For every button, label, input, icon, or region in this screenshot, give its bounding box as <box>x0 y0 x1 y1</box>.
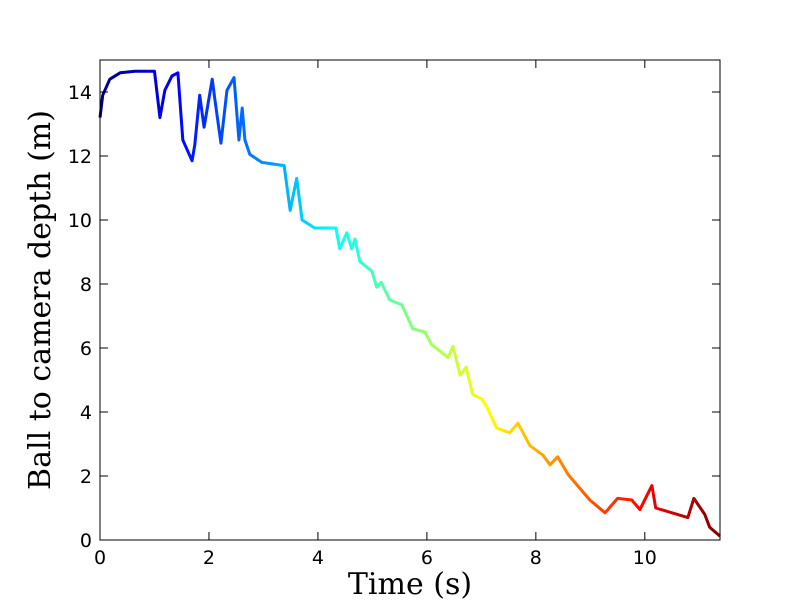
y-tick-label: 14 <box>68 82 92 104</box>
y-tick-label: 10 <box>68 210 92 232</box>
y-tick-label: 2 <box>80 466 92 488</box>
x-tick-label: 0 <box>94 547 106 569</box>
y-tick-label: 12 <box>68 146 92 168</box>
plot-frame <box>99 59 721 541</box>
y-tick-label: 8 <box>80 274 92 296</box>
x-tick-label: 6 <box>421 547 433 569</box>
y-tick-label: 6 <box>80 338 92 360</box>
x-tick-label: 4 <box>312 547 324 569</box>
y-tick-label: 0 <box>80 530 92 552</box>
x-tick-label: 10 <box>633 547 657 569</box>
y-tick-label: 4 <box>80 402 92 424</box>
x-tick-label: 2 <box>203 547 215 569</box>
data-line <box>98 69 721 538</box>
x-tick-label: 8 <box>530 547 542 569</box>
y-axis-label: Ball to camera depth (m) <box>23 110 58 490</box>
x-axis-label: Time (s) <box>348 567 472 600</box>
